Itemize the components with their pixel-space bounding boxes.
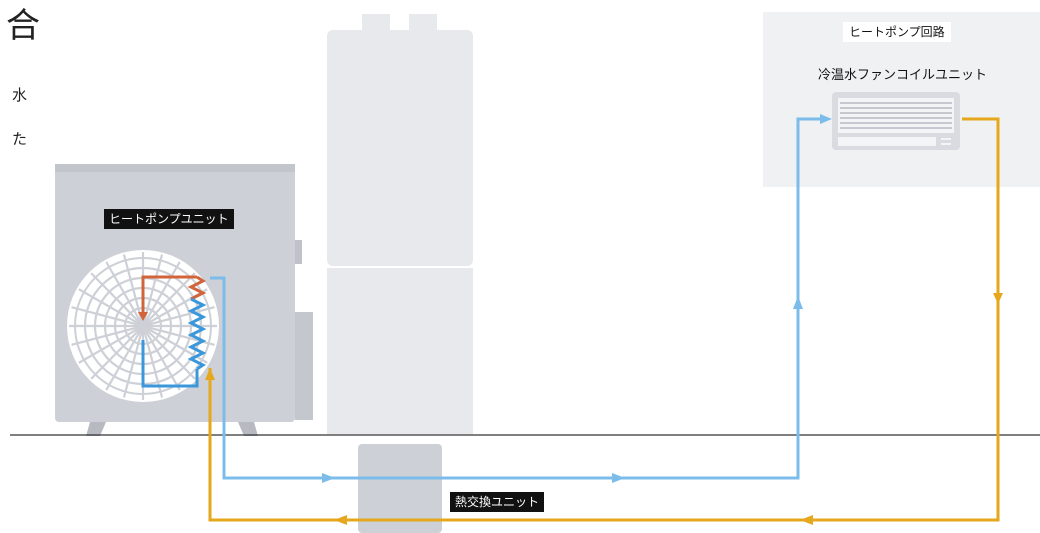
fan-coil-unit-illustration [832,92,960,150]
heat-pump-circuit-label: ヒートポンプ回路 [843,22,951,42]
fan-coil-unit-label: 冷温水ファンコイルユニット [818,68,988,83]
tank-illustration [327,14,473,434]
description-char: た [12,130,28,148]
supply-pipe [210,117,826,480]
return-pipe [208,117,1000,522]
heat-exchange-unit-box [358,444,442,533]
refrigerant-circuit [138,275,207,388]
heat-exchange-unit-label: 熱交換ユニット [450,492,545,512]
supply-pipe-arrows [322,114,832,483]
heading-char: 合 [6,6,40,46]
return-pipe-arrows [205,293,1003,525]
heat-pump-unit-label: ヒートポンプユニット [104,209,234,229]
heat-pump-unit-illustration [55,164,313,436]
description-char: 水 [12,86,28,104]
